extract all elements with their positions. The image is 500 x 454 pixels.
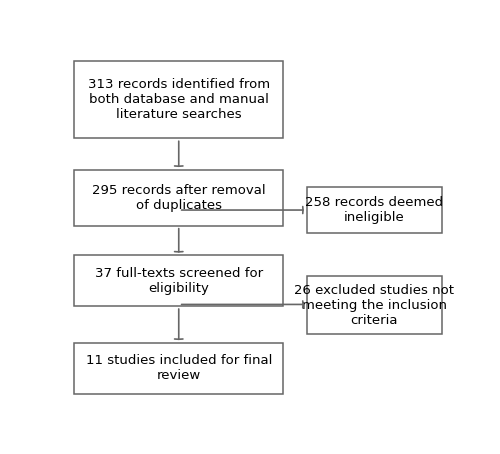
Text: 11 studies included for final
review: 11 studies included for final review xyxy=(86,354,272,382)
FancyBboxPatch shape xyxy=(74,343,284,394)
FancyBboxPatch shape xyxy=(74,170,284,226)
FancyBboxPatch shape xyxy=(306,188,442,233)
Text: 295 records after removal
of duplicates: 295 records after removal of duplicates xyxy=(92,184,266,212)
FancyBboxPatch shape xyxy=(306,276,442,334)
Text: 258 records deemed
ineligible: 258 records deemed ineligible xyxy=(306,196,444,224)
Text: 313 records identified from
both database and manual
literature searches: 313 records identified from both databas… xyxy=(88,79,270,121)
Text: 37 full-texts screened for
eligibility: 37 full-texts screened for eligibility xyxy=(94,267,263,295)
FancyBboxPatch shape xyxy=(74,256,284,306)
Text: 26 excluded studies not
meeting the inclusion
criteria: 26 excluded studies not meeting the incl… xyxy=(294,284,454,327)
FancyBboxPatch shape xyxy=(74,61,284,138)
